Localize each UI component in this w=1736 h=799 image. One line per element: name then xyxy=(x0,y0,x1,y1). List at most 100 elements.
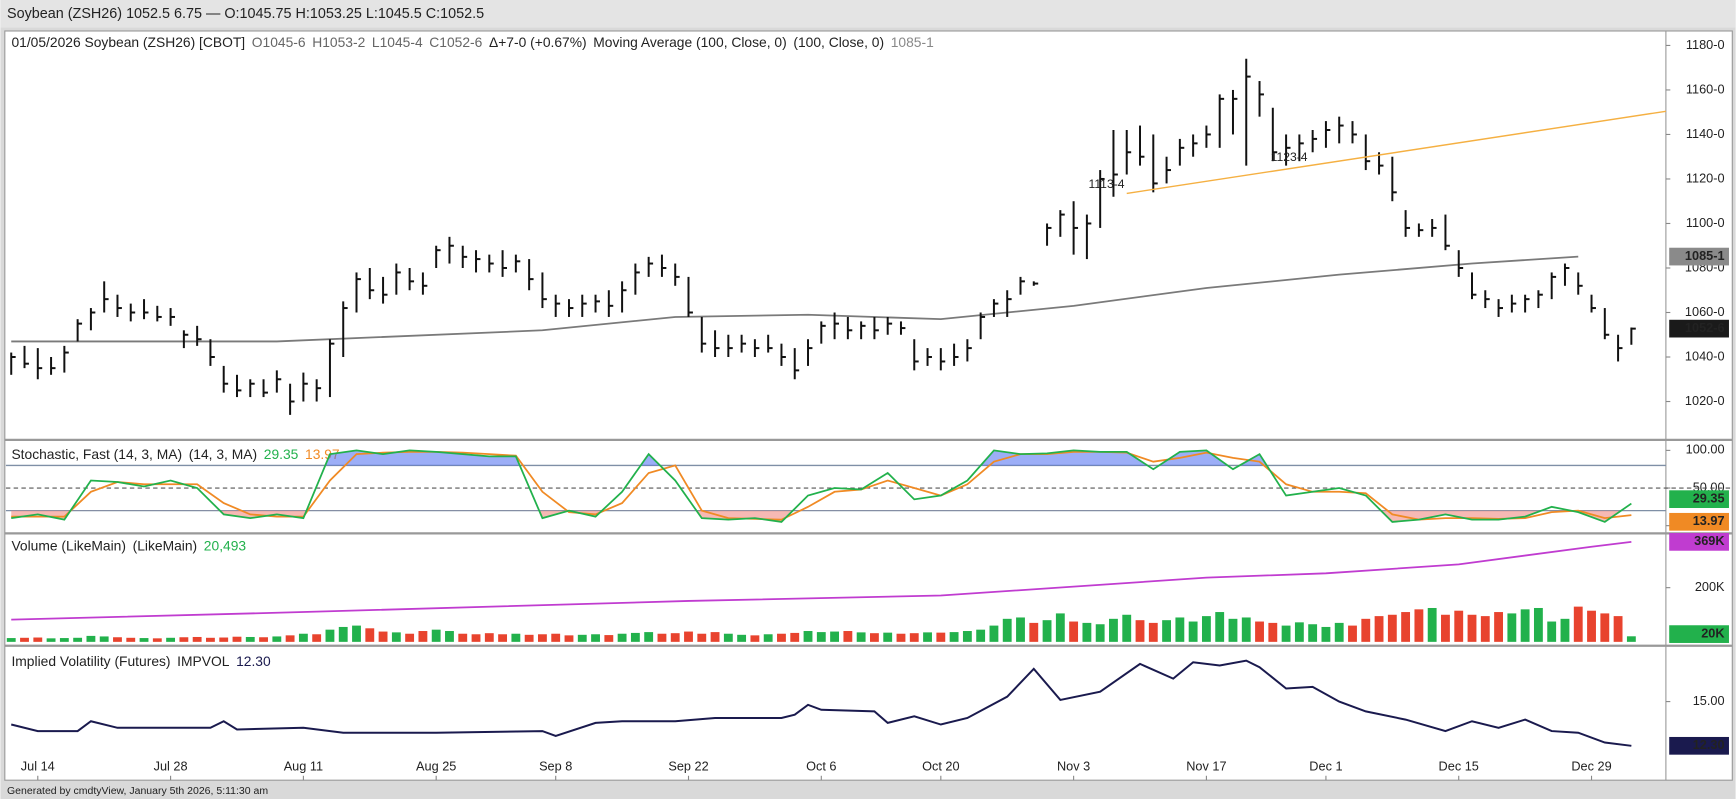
oversold-fill xyxy=(11,510,1632,522)
volume-bar xyxy=(1201,616,1211,642)
volume-bar xyxy=(206,637,215,642)
moving-average xyxy=(11,255,1579,343)
volume-bar xyxy=(630,632,640,642)
legend-item: L1045-4 xyxy=(372,34,423,50)
volume-bar xyxy=(657,633,667,642)
value-box-label: 13.97 xyxy=(1693,513,1725,528)
y-tick-label: 200K xyxy=(1695,579,1725,594)
legend-item: Volume (LikeMain) xyxy=(11,537,126,553)
volume-bar xyxy=(1441,614,1450,642)
volume-bar xyxy=(1454,610,1464,642)
volume-bar xyxy=(1095,624,1105,642)
volume-bar xyxy=(312,634,322,642)
volume-bar xyxy=(1255,621,1264,642)
legend: Stochastic, Fast (14, 3, MA) (14, 3, MA) 2… xyxy=(11,445,339,461)
y-tick-label: 1180-0 xyxy=(1686,37,1725,52)
volume-bar xyxy=(923,632,932,642)
y-tick-label: 1120-0 xyxy=(1686,170,1725,185)
y-tick-label: 1140-0 xyxy=(1686,126,1725,141)
value-box xyxy=(1669,319,1729,338)
x-tick-label: Jul 28 xyxy=(154,758,188,773)
volume-bar xyxy=(1600,613,1610,642)
value-box-label: 369K xyxy=(1694,533,1725,548)
volume-bar xyxy=(99,636,109,642)
volume-bar xyxy=(790,632,800,642)
value-box xyxy=(1669,490,1729,509)
volume-bar xyxy=(710,632,720,642)
chart-area xyxy=(4,30,1733,781)
volume-bar xyxy=(471,634,481,642)
volume-bar xyxy=(1175,617,1185,642)
legend: Volume (LikeMain) (LikeMain) 20,493 xyxy=(11,537,246,553)
volume-bar xyxy=(498,634,508,642)
volume-bar xyxy=(259,637,268,642)
volume-bar xyxy=(777,633,786,642)
volume-bar xyxy=(33,637,43,642)
value-box-label: 20K xyxy=(1701,625,1725,640)
footer: Generated by cmdtyView, January 5th 2026… xyxy=(7,785,268,797)
x-tick-label: Sep 8 xyxy=(539,758,572,773)
volume-bar xyxy=(644,632,654,642)
value-box xyxy=(1669,736,1729,755)
x-tick-label: Sep 22 xyxy=(668,758,708,773)
value-box-label: 12.30 xyxy=(1693,737,1725,752)
volume-bar xyxy=(989,625,999,642)
value-box-label: 1052-6 xyxy=(1685,320,1725,335)
y-tick-label: 1100-0 xyxy=(1686,215,1725,230)
volume-bar xyxy=(1361,618,1371,642)
volume-bar xyxy=(1507,613,1517,642)
volume-bar xyxy=(458,633,468,642)
volume-bar xyxy=(537,634,547,642)
volume-bar xyxy=(352,625,361,642)
volume-bar xyxy=(1016,617,1025,642)
volume-bar xyxy=(1188,621,1198,642)
volume-bar xyxy=(577,634,587,642)
legend-item: Stochastic, Fast (14, 3, MA) xyxy=(11,445,182,461)
volume-bar xyxy=(1069,621,1079,642)
volume-bar xyxy=(272,636,282,642)
volume-bar xyxy=(365,628,375,642)
volume-bar xyxy=(139,638,149,642)
volume-bar xyxy=(750,635,760,642)
x-tick-label: Dec 15 xyxy=(1439,758,1479,773)
volume-bar xyxy=(6,638,16,642)
volume-bar xyxy=(869,633,879,642)
volume-bar xyxy=(1334,622,1344,642)
value-box xyxy=(1669,512,1729,531)
volume-bar xyxy=(737,634,747,642)
volume-bar xyxy=(684,631,693,642)
legend-item: (LikeMain) xyxy=(133,537,198,553)
y-tick-label: 1020-0 xyxy=(1685,393,1725,408)
x-tick-label: Dec 29 xyxy=(1571,758,1611,773)
value-box xyxy=(1669,625,1729,643)
stochastic-line xyxy=(11,451,1632,521)
volume-bar xyxy=(670,633,680,642)
volume-bar xyxy=(152,638,162,642)
volume-bar xyxy=(1401,612,1411,642)
volume-bar xyxy=(1162,620,1172,642)
volume-bar xyxy=(1547,621,1557,642)
x-tick-label: Nov 3 xyxy=(1057,758,1090,773)
y-tick-label: 1040-0 xyxy=(1685,348,1725,363)
volume-bar xyxy=(843,631,853,642)
volume-bar xyxy=(949,632,959,642)
volume-bar xyxy=(803,631,813,642)
volume-bar xyxy=(73,637,83,642)
volume-bar xyxy=(232,636,242,642)
volume-bar xyxy=(1042,620,1052,642)
y-tick-label: 100.00 xyxy=(1686,442,1725,457)
volume-bar xyxy=(830,631,840,642)
volume-bar xyxy=(1587,610,1596,642)
volume-bar xyxy=(551,633,561,642)
x-tick-label: Oct 20 xyxy=(922,758,959,773)
volume-bar xyxy=(179,637,189,642)
volume-bar xyxy=(524,634,534,642)
volume-bar xyxy=(219,637,229,642)
volume-bar xyxy=(20,637,29,642)
legend-item: 1085-1 xyxy=(891,34,934,50)
volume-bar xyxy=(1414,609,1424,642)
volume-bar xyxy=(1135,620,1145,642)
volume-bar xyxy=(166,637,176,642)
y-tick-label: 1160-0 xyxy=(1686,81,1725,96)
legend-item: IMPVOL xyxy=(177,652,230,668)
